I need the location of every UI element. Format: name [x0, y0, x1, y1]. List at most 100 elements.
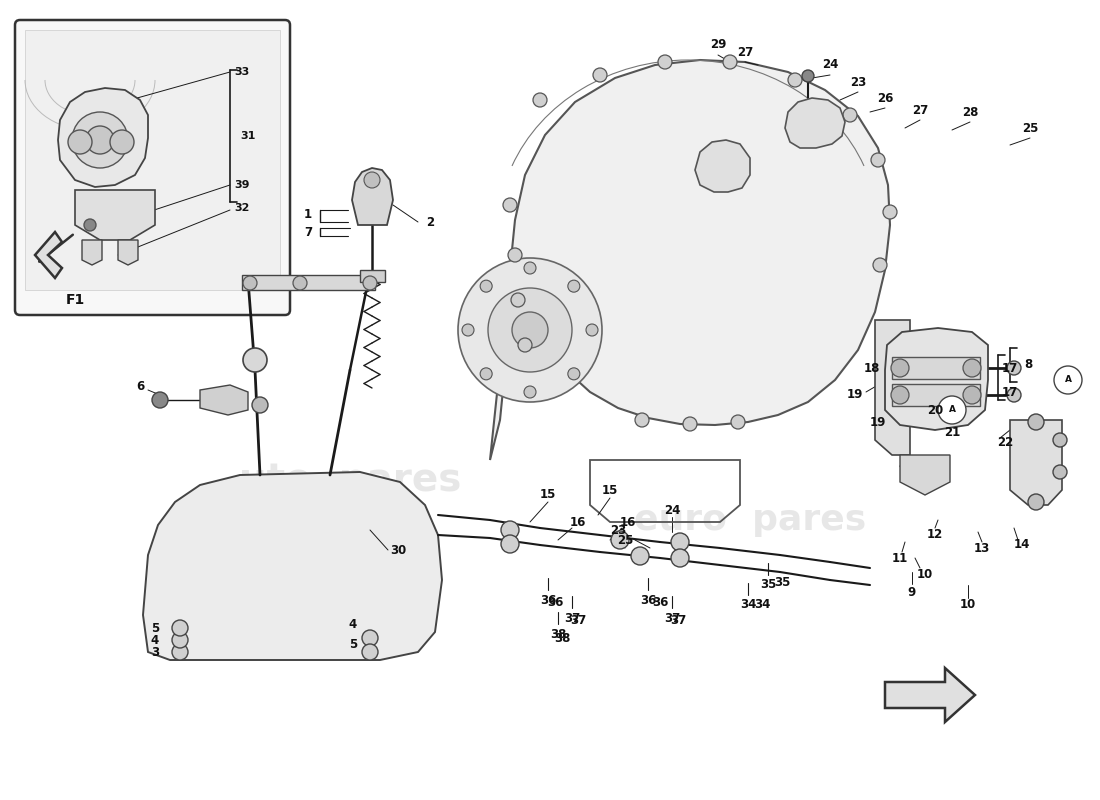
Text: 1: 1 [304, 207, 312, 221]
Polygon shape [785, 98, 845, 148]
Text: 36: 36 [540, 594, 557, 606]
Circle shape [658, 55, 672, 69]
Circle shape [732, 415, 745, 429]
Text: F1: F1 [65, 293, 85, 307]
Text: 33: 33 [234, 67, 250, 77]
Text: 26: 26 [877, 91, 893, 105]
Text: 28: 28 [961, 106, 978, 118]
Polygon shape [75, 190, 155, 240]
Circle shape [568, 280, 580, 292]
Polygon shape [118, 240, 138, 265]
Circle shape [172, 644, 188, 660]
Circle shape [508, 248, 522, 262]
Text: 7: 7 [304, 226, 312, 238]
Text: 5: 5 [349, 638, 358, 651]
Circle shape [362, 630, 378, 646]
Polygon shape [695, 140, 750, 192]
Text: 34: 34 [740, 598, 756, 611]
Circle shape [524, 262, 536, 274]
Circle shape [883, 205, 896, 219]
Circle shape [843, 108, 857, 122]
Circle shape [364, 172, 380, 188]
Circle shape [84, 219, 96, 231]
Circle shape [788, 73, 802, 87]
Circle shape [631, 547, 649, 565]
Text: 16: 16 [619, 515, 636, 529]
Circle shape [593, 68, 607, 82]
Polygon shape [360, 270, 385, 282]
Text: 6: 6 [136, 381, 144, 394]
Text: 24: 24 [822, 58, 838, 71]
Circle shape [1028, 414, 1044, 430]
Text: 9: 9 [908, 586, 916, 598]
Circle shape [512, 293, 525, 307]
Circle shape [568, 368, 580, 380]
Text: 32: 32 [234, 203, 250, 213]
Text: 13: 13 [974, 542, 990, 554]
Text: 11: 11 [892, 551, 909, 565]
Text: 4: 4 [151, 634, 160, 646]
Circle shape [1053, 433, 1067, 447]
Polygon shape [242, 275, 375, 290]
Polygon shape [200, 385, 248, 415]
Text: euro  pares: euro pares [634, 503, 866, 537]
Text: 15: 15 [540, 489, 557, 502]
Text: 25: 25 [1022, 122, 1038, 134]
Circle shape [110, 130, 134, 154]
Circle shape [1006, 388, 1021, 402]
Circle shape [172, 632, 188, 648]
Circle shape [1006, 361, 1021, 375]
Text: 3: 3 [151, 646, 160, 658]
FancyBboxPatch shape [15, 20, 290, 315]
Text: 36: 36 [640, 594, 657, 606]
Polygon shape [892, 357, 980, 379]
Polygon shape [886, 668, 975, 722]
Text: A: A [948, 406, 956, 414]
Circle shape [68, 130, 92, 154]
Text: 4: 4 [349, 618, 358, 631]
Circle shape [938, 396, 966, 424]
Circle shape [534, 93, 547, 107]
Circle shape [962, 386, 981, 404]
Text: 35: 35 [773, 575, 790, 589]
Text: 10: 10 [917, 569, 933, 582]
Text: uto  pares: uto pares [239, 461, 461, 499]
Circle shape [458, 258, 602, 402]
Polygon shape [25, 30, 280, 290]
Circle shape [86, 126, 114, 154]
Circle shape [500, 521, 519, 539]
Circle shape [586, 324, 598, 336]
Text: 12: 12 [927, 529, 943, 542]
Polygon shape [352, 168, 393, 225]
Text: 31: 31 [240, 131, 255, 141]
Circle shape [871, 153, 886, 167]
Circle shape [512, 312, 548, 348]
Polygon shape [886, 328, 988, 430]
Text: 22: 22 [997, 435, 1013, 449]
Circle shape [891, 386, 909, 404]
Circle shape [243, 276, 257, 290]
Text: 38: 38 [553, 631, 570, 645]
Polygon shape [35, 232, 62, 278]
Circle shape [518, 338, 532, 352]
Text: 23: 23 [850, 75, 866, 89]
Circle shape [962, 359, 981, 377]
Text: 20: 20 [927, 403, 943, 417]
Text: 16: 16 [570, 515, 586, 529]
Circle shape [635, 413, 649, 427]
Circle shape [172, 620, 188, 636]
Circle shape [503, 198, 517, 212]
Text: 25: 25 [617, 534, 634, 546]
Text: 23: 23 [609, 523, 626, 537]
Text: 19: 19 [847, 389, 864, 402]
Polygon shape [874, 320, 910, 455]
Text: 2: 2 [426, 215, 434, 229]
Text: 29: 29 [710, 38, 726, 51]
Circle shape [873, 258, 887, 272]
Text: A: A [1065, 375, 1071, 385]
Text: 18: 18 [864, 362, 880, 374]
Polygon shape [58, 88, 148, 187]
Text: 21: 21 [944, 426, 960, 438]
Text: 39: 39 [234, 180, 250, 190]
Circle shape [671, 549, 689, 567]
